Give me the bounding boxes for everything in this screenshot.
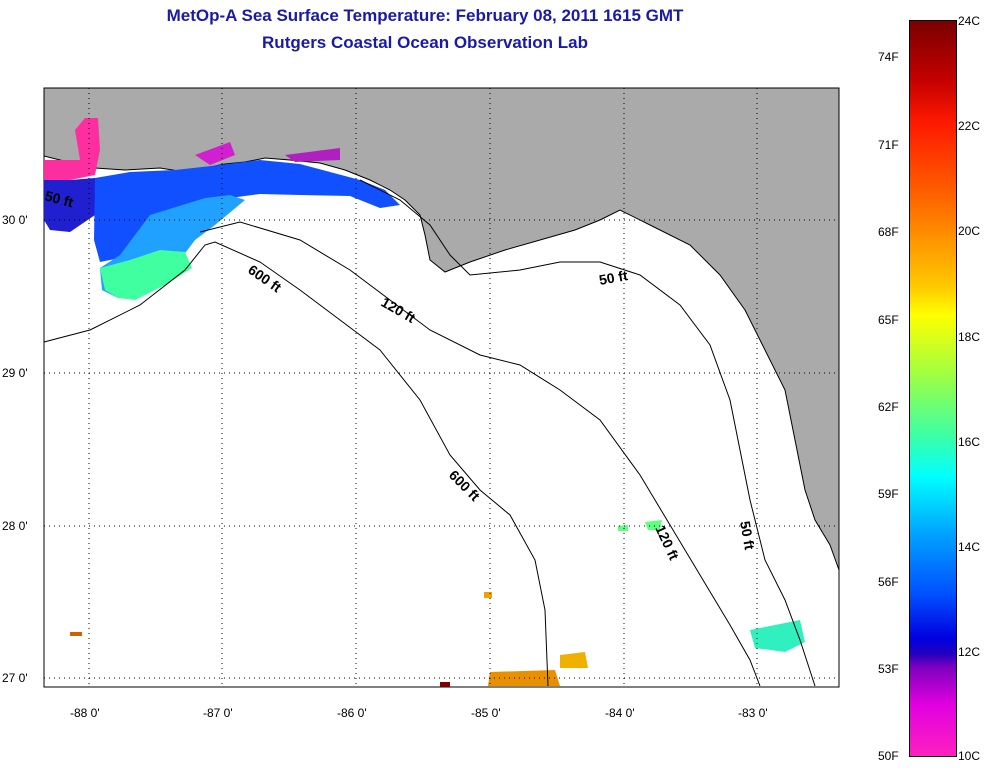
colorbar-c-label: 12C — [958, 645, 981, 659]
temperature-colorbar — [909, 20, 957, 757]
contour-label: 50 ft — [737, 520, 758, 551]
colorbar-f-label: 59F — [878, 487, 899, 501]
colorbar-c-label: 16C — [958, 435, 981, 449]
depth-contours — [43, 179, 816, 687]
lon-label: -86 0' — [337, 706, 367, 720]
colorbar-f-label: 68F — [878, 225, 899, 239]
colorbar-c-label: 24C — [958, 14, 981, 28]
sst-patches — [44, 118, 805, 687]
lat-label: 27 0' — [2, 671, 28, 685]
lat-label: 29 0' — [2, 366, 28, 380]
colorbar-c-label: 20C — [958, 224, 981, 238]
contour-label: 50 ft — [43, 187, 75, 210]
map-title: MetOp-A Sea Surface Temperature: Februar… — [166, 6, 684, 25]
colorbar-c-label: 18C — [958, 330, 981, 344]
lat-label: 28 0' — [2, 519, 28, 533]
lat-label: 30 0' — [2, 213, 28, 227]
colorbar-f-label: 65F — [878, 313, 899, 327]
lon-label: -84 0' — [605, 706, 635, 720]
colorbar-c-label: 14C — [958, 540, 981, 554]
colorbar-f-label: 53F — [878, 662, 899, 676]
colorbar-f-label: 56F — [878, 575, 899, 589]
colorbar-c-label: 22C — [958, 119, 981, 133]
colorbar-f-label: 50F — [878, 749, 899, 763]
colorbar-f-label: 62F — [878, 400, 899, 414]
colorbar-f-label: 74F — [878, 50, 899, 64]
lon-label: -87 0' — [203, 706, 233, 720]
lon-label: -88 0' — [70, 706, 100, 720]
contour-label: 50 ft — [598, 267, 629, 288]
lon-label: -85 0' — [471, 706, 501, 720]
colorbar-f-label: 71F — [878, 138, 899, 152]
colorbar-c-label: 10C — [958, 749, 981, 763]
lon-label: -83 0' — [738, 706, 768, 720]
map-subtitle: Rutgers Coastal Ocean Observation Lab — [262, 33, 588, 52]
